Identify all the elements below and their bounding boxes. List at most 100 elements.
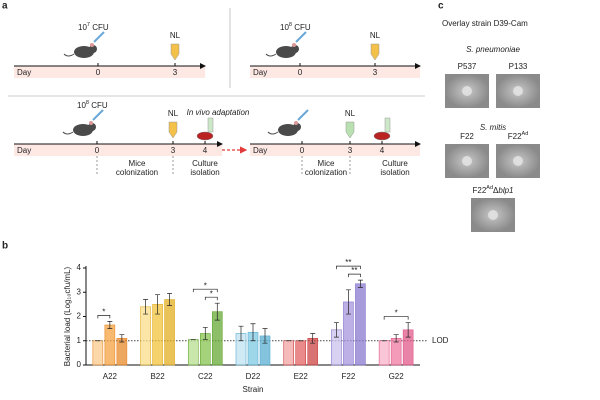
error-bar xyxy=(119,334,125,343)
text-part: F22 xyxy=(473,186,487,195)
x-tick-label: D22 xyxy=(246,372,261,381)
significance-label: * xyxy=(210,289,213,298)
x-tick-label: E22 xyxy=(294,372,309,381)
error-bar xyxy=(167,293,173,306)
text-part: Mice xyxy=(318,159,335,168)
timeline-band xyxy=(250,144,420,156)
tube-icon xyxy=(168,121,178,139)
bar xyxy=(378,340,390,366)
dose-label: 108 CFU xyxy=(77,100,108,110)
significance-label: * xyxy=(102,307,105,316)
mouse-icon xyxy=(88,123,96,131)
tube-label: NL xyxy=(170,31,181,40)
error-bar xyxy=(214,302,220,321)
error-bar xyxy=(143,299,149,315)
text-part: F22 xyxy=(508,132,522,141)
strain-label: F22AdΔblp1 xyxy=(473,185,514,195)
day-label: Day xyxy=(253,68,267,77)
bar xyxy=(116,338,128,366)
error-bar xyxy=(202,327,208,340)
syringe xyxy=(297,109,309,121)
day-label: Day xyxy=(17,146,31,155)
species-label: S. mitis xyxy=(480,123,506,132)
y-tick-label: 1 xyxy=(77,336,82,345)
text-part: isolation xyxy=(190,168,219,177)
mouse-icon xyxy=(63,53,75,57)
mouse-icon xyxy=(293,123,301,131)
day-number: 3 xyxy=(171,146,176,155)
bar xyxy=(390,338,402,366)
inhibition-zone xyxy=(462,86,472,96)
text-part: blp1 xyxy=(498,186,513,195)
x-tick-label: B22 xyxy=(150,372,165,381)
text-part: 8 xyxy=(289,22,292,28)
text-part: CFU xyxy=(90,23,109,32)
text-part: 10 xyxy=(77,101,86,110)
dish-icon xyxy=(373,131,391,141)
species-label: S. pneumoniae xyxy=(466,45,520,54)
strain-label: F22 xyxy=(460,132,474,141)
bar xyxy=(140,306,151,366)
x-tick-label: C22 xyxy=(198,372,213,381)
inhibition-zone xyxy=(513,156,523,166)
day-number: 0 xyxy=(96,68,101,77)
error-bar xyxy=(333,322,339,338)
tube-label: NL xyxy=(370,31,381,40)
x-tick-label: A22 xyxy=(103,372,118,381)
day-number: 0 xyxy=(95,146,100,155)
panel-label: c xyxy=(438,1,444,12)
phase-label: Culture isolation xyxy=(380,159,409,177)
significance-bracket xyxy=(97,315,111,319)
day-label: Day xyxy=(17,68,31,77)
y-axis-label: Bacterial load (Log₁₀cfu/mL) xyxy=(63,266,72,366)
y-tick-label: 4 xyxy=(77,263,82,272)
significance-label: ** xyxy=(345,258,351,267)
panel-label: a xyxy=(2,1,8,12)
error-bar xyxy=(345,289,351,315)
text-part: Mice xyxy=(129,159,146,168)
text-part: F22 xyxy=(460,132,474,141)
phase-label: Culture isolation xyxy=(190,159,219,177)
error-bar xyxy=(405,322,411,338)
mouse-icon xyxy=(291,45,299,53)
panel-label: b xyxy=(2,241,8,252)
text-part: P537 xyxy=(458,62,477,71)
tube-label: NL xyxy=(345,109,356,118)
significance-label: * xyxy=(204,281,207,290)
timeline-band xyxy=(14,144,222,156)
error-bar xyxy=(357,279,363,288)
dish-icon xyxy=(196,131,214,141)
adaptation-title: In vivo adaptation xyxy=(187,108,250,117)
phase-label: Mice colonization xyxy=(116,159,158,177)
mouse-icon xyxy=(89,121,93,125)
error-bar xyxy=(250,323,256,342)
inhibition-zone xyxy=(488,210,498,220)
timeline-band xyxy=(14,66,205,78)
text-part: Ad xyxy=(486,185,493,191)
day-number: 3 xyxy=(373,68,378,77)
y-tick-label: 3 xyxy=(77,287,82,296)
text-part: 8 xyxy=(86,100,89,106)
text-part: P133 xyxy=(509,62,528,71)
text-part: Culture xyxy=(382,159,408,168)
lod-label: LOD xyxy=(432,336,449,345)
tube-icon xyxy=(170,43,180,61)
mouse-icon xyxy=(267,131,279,135)
syringe xyxy=(295,31,307,43)
strain-label: F22Ad xyxy=(508,131,529,141)
x-tick-label: F22 xyxy=(342,372,356,381)
mouse-icon xyxy=(294,121,298,125)
text-part: 10 xyxy=(78,23,87,32)
text-part: colonization xyxy=(116,168,158,177)
day-number: 4 xyxy=(380,146,385,155)
dose-label: 107 CFU xyxy=(78,22,109,32)
mouse-icon xyxy=(89,45,97,53)
day-number: 3 xyxy=(173,68,178,77)
text-part: Δ xyxy=(493,186,499,195)
day-number: 0 xyxy=(298,68,303,77)
error-bar xyxy=(107,321,113,329)
overlay-title: Overlay strain D39-Cam xyxy=(442,19,528,28)
syringe xyxy=(93,31,105,43)
